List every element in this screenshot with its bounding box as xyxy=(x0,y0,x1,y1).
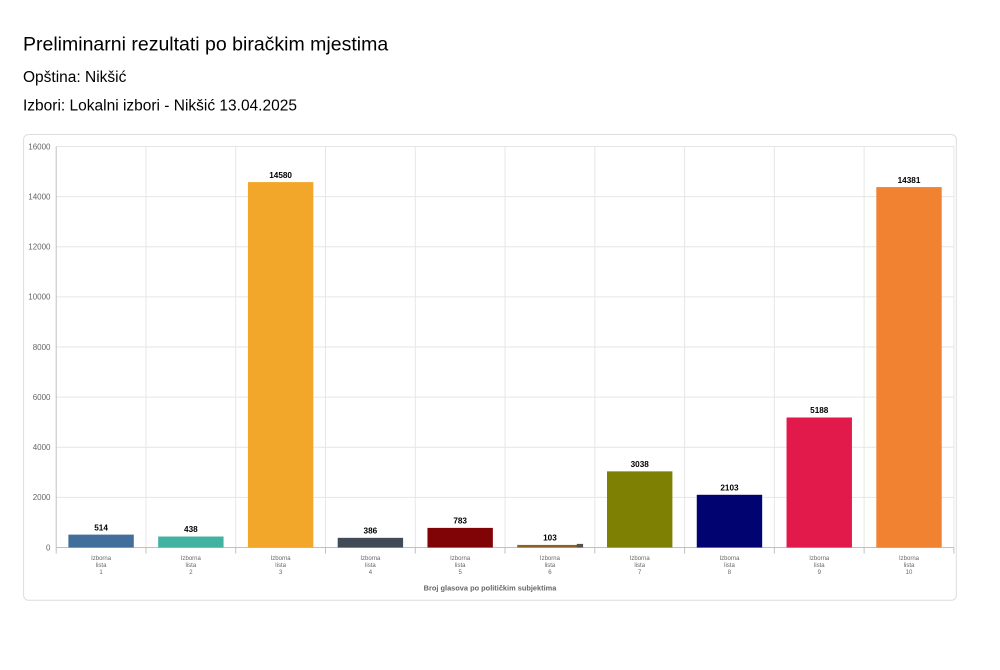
svg-text:3: 3 xyxy=(279,570,283,576)
svg-text:8000: 8000 xyxy=(33,343,51,352)
svg-text:4000: 4000 xyxy=(33,443,51,452)
svg-text:5: 5 xyxy=(458,570,462,576)
svg-text:14000: 14000 xyxy=(28,192,51,201)
svg-text:10000: 10000 xyxy=(28,293,51,302)
svg-text:1: 1 xyxy=(99,570,103,576)
svg-text:386: 386 xyxy=(364,527,378,536)
svg-text:Izborna: Izborna xyxy=(271,556,292,562)
svg-text:Opština: Nikšić: Opština: Nikšić xyxy=(23,69,127,86)
svg-text:Broj glasova po političkim sub: Broj glasova po političkim subjektima xyxy=(424,584,558,593)
svg-text:4: 4 xyxy=(369,570,373,576)
svg-text:lista: lista xyxy=(904,563,915,569)
svg-text:5188: 5188 xyxy=(810,406,829,415)
svg-text:8: 8 xyxy=(728,570,732,576)
svg-text:2103: 2103 xyxy=(720,483,739,492)
svg-text:14381: 14381 xyxy=(898,176,921,185)
svg-text:16000: 16000 xyxy=(28,142,51,151)
svg-text:9: 9 xyxy=(818,570,822,576)
svg-text:lista: lista xyxy=(814,563,825,569)
svg-text:Izborna: Izborna xyxy=(809,556,830,562)
svg-text:lista: lista xyxy=(634,563,645,569)
svg-text:lista: lista xyxy=(186,563,197,569)
svg-text:10: 10 xyxy=(906,570,913,576)
svg-text:14580: 14580 xyxy=(269,171,292,180)
svg-text:Izbori: Lokalni izbori - Nikši: Izbori: Lokalni izbori - Nikšić 13.04.20… xyxy=(23,98,297,115)
svg-text:438: 438 xyxy=(184,525,198,534)
svg-text:Preliminarni rezultati po bira: Preliminarni rezultati po biračkim mjest… xyxy=(23,34,388,56)
svg-text:lista: lista xyxy=(96,563,107,569)
svg-text:Izborna: Izborna xyxy=(91,556,112,562)
svg-text:2: 2 xyxy=(189,570,193,576)
svg-text:lista: lista xyxy=(365,563,376,569)
svg-text:Izborna: Izborna xyxy=(360,556,381,562)
svg-text:12000: 12000 xyxy=(28,243,51,252)
svg-text:6000: 6000 xyxy=(33,393,51,402)
svg-text:Izborna: Izborna xyxy=(899,556,920,562)
svg-text:2000: 2000 xyxy=(33,493,51,502)
svg-text:Izborna: Izborna xyxy=(181,556,202,562)
svg-text:lista: lista xyxy=(545,563,556,569)
svg-text:3038: 3038 xyxy=(631,460,650,469)
svg-text:514: 514 xyxy=(94,523,108,532)
svg-text:Izborna: Izborna xyxy=(630,556,651,562)
svg-text:lista: lista xyxy=(724,563,735,569)
svg-text:6: 6 xyxy=(548,570,552,576)
svg-text:Izborna: Izborna xyxy=(719,556,740,562)
svg-text:7: 7 xyxy=(638,570,642,576)
svg-text:Izborna: Izborna xyxy=(450,556,471,562)
svg-text:Izborna: Izborna xyxy=(540,556,561,562)
svg-text:lista: lista xyxy=(275,563,286,569)
svg-text:lista: lista xyxy=(455,563,466,569)
svg-text:783: 783 xyxy=(453,517,467,526)
svg-text:103: 103 xyxy=(543,534,557,543)
svg-text:0: 0 xyxy=(46,543,51,552)
